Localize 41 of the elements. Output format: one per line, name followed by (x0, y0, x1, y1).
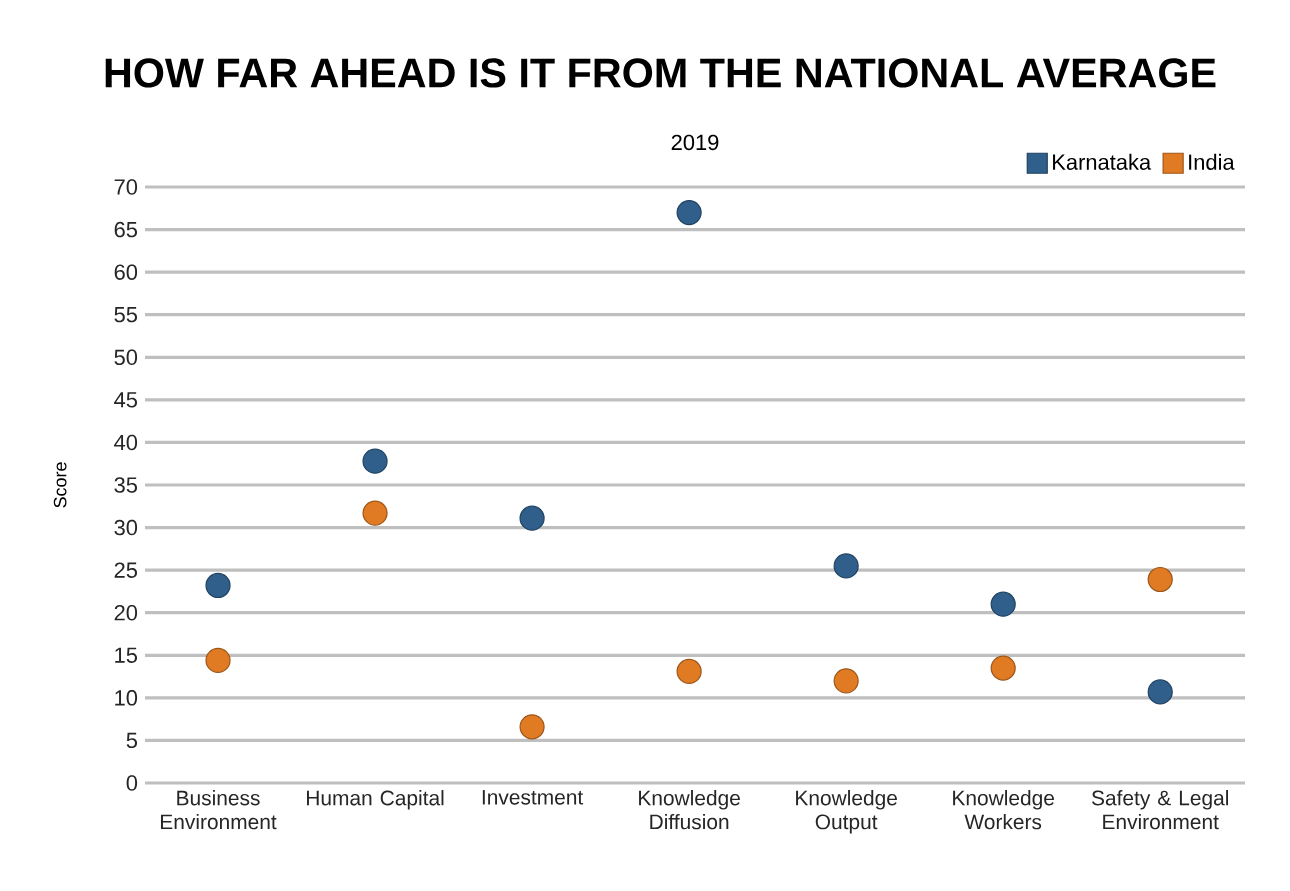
point (205, 572, 231, 599)
point (833, 553, 859, 579)
y-tick-label: 40 (114, 434, 138, 451)
y-tick-label: 25 (114, 562, 138, 578)
point (1147, 679, 1173, 705)
y-tick-label: 60 (114, 264, 138, 280)
x-tick-label: Knowledge Diffusion (639, 790, 740, 830)
y-tick-label: 0 (126, 775, 138, 791)
y-tick-label: 20 (114, 604, 138, 621)
x-tick-label: Human Capital (307, 790, 444, 810)
x-tick-label: Safety & Legal Environment (1091, 790, 1228, 830)
y-tick-label: 70 (114, 179, 138, 195)
chart-subtitle: 2019 (671, 134, 719, 151)
x-tick-label: Investment (482, 790, 584, 805)
point (676, 199, 702, 226)
point (833, 668, 859, 694)
point (362, 448, 388, 474)
point (519, 505, 545, 531)
y-tick-label: 50 (114, 349, 138, 366)
legend-label: India (1189, 153, 1235, 170)
y-tick-label: 65 (114, 221, 138, 238)
point (519, 714, 545, 740)
y-tick-label: 55 (114, 307, 138, 323)
legend-label: Karnataka (1053, 153, 1152, 170)
y-tick-label: 35 (114, 477, 138, 493)
y-tick-label: 10 (115, 690, 138, 706)
x-tick-label: Business Environment (161, 790, 277, 830)
y-tick-label: 5 (126, 732, 138, 749)
point (676, 658, 702, 685)
x-tick-label: Knowledge Workers (953, 790, 1054, 830)
x-tick-label: Knowledge Output (796, 790, 897, 834)
point (1147, 566, 1173, 593)
y-tick-label: 15 (115, 647, 138, 663)
point (362, 500, 388, 526)
y-tick-label: 45 (114, 392, 138, 408)
point (205, 647, 231, 673)
point (990, 591, 1016, 617)
y-tick-label: 30 (114, 519, 138, 536)
chart-title: HOW FAR AHEAD IS IT FROM THE NATIONAL AVERAGE (105, 58, 1216, 88)
y-axis-title: Score (53, 462, 67, 508)
point (990, 655, 1016, 681)
